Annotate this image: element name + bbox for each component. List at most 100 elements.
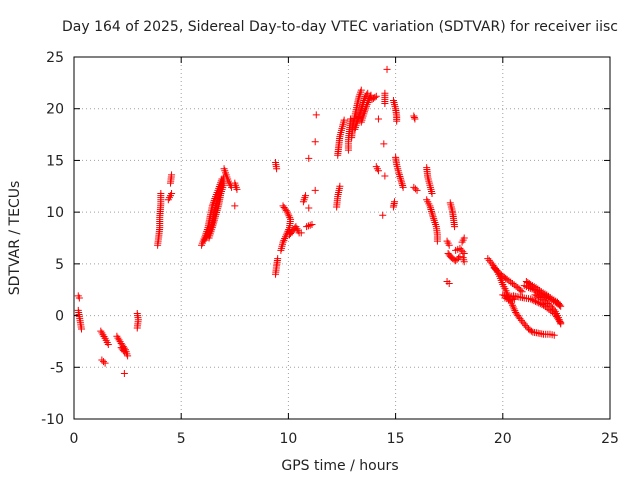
data-point <box>311 186 319 194</box>
y-tick-label: 15 <box>46 153 64 169</box>
data-point <box>391 198 399 206</box>
data-point <box>536 294 544 302</box>
data-point <box>557 320 565 328</box>
data-point <box>457 246 465 254</box>
data-point <box>99 358 107 366</box>
y-tick-label: -5 <box>50 360 64 376</box>
data-point <box>429 211 437 219</box>
data-point <box>460 258 468 266</box>
data-point <box>550 306 558 314</box>
data-point <box>100 333 108 341</box>
axis-ticks: 0 5 10 15 20 25 -10 -5 0 5 10 15 20 25 <box>41 50 619 447</box>
data-point <box>527 295 535 303</box>
data-point <box>522 322 530 330</box>
data-point <box>399 183 407 191</box>
x-tick-label: 5 <box>177 431 186 447</box>
data-point <box>543 291 551 299</box>
data-point <box>114 334 122 342</box>
y-axis-label: SDTVAR / TECUs <box>7 181 23 296</box>
data-point <box>305 154 313 162</box>
data-point <box>542 298 550 306</box>
data-point <box>548 304 556 312</box>
data-point <box>460 250 468 258</box>
data-point <box>530 283 538 291</box>
data-point <box>308 221 316 229</box>
x-axis-label: GPS time / hours <box>281 458 398 474</box>
data-point <box>399 182 407 190</box>
data-point <box>411 115 419 123</box>
data-point <box>503 295 511 303</box>
data-point <box>532 284 540 292</box>
data-point <box>374 167 382 175</box>
data-point <box>485 256 493 264</box>
data-point <box>279 238 287 246</box>
data-point <box>104 341 112 349</box>
data-point <box>411 185 419 193</box>
data-point <box>303 223 311 231</box>
data-point <box>364 99 372 107</box>
data-point <box>305 204 313 212</box>
x-tick-label: 10 <box>279 431 297 447</box>
data-point <box>99 331 107 339</box>
data-point <box>460 234 468 242</box>
data-point <box>413 186 421 194</box>
data-point <box>285 212 293 220</box>
data-point <box>540 297 548 305</box>
data-point <box>410 112 418 120</box>
data-point <box>433 237 441 245</box>
data-point <box>273 165 281 173</box>
x-tick-label: 20 <box>494 431 512 447</box>
data-point <box>456 244 464 252</box>
data-point <box>410 183 418 191</box>
data-point <box>312 111 320 119</box>
data-point <box>503 275 511 283</box>
data-point <box>430 215 438 223</box>
data-point <box>395 171 403 179</box>
data-point <box>505 277 513 285</box>
data-point <box>365 97 373 105</box>
data-point <box>133 324 141 332</box>
data-point <box>426 202 434 210</box>
data-point <box>428 190 436 198</box>
data-point <box>459 248 467 256</box>
chart-title: Day 164 of 2025, Sidereal Day-to-day VTE… <box>62 19 618 35</box>
x-tick-label: 0 <box>70 431 79 447</box>
data-point <box>451 223 459 231</box>
data-point <box>297 229 305 237</box>
data-point <box>426 204 434 212</box>
data-point <box>510 305 518 313</box>
data-point <box>445 241 453 249</box>
data-point <box>536 286 544 294</box>
data-point <box>520 320 528 328</box>
data-point <box>534 285 542 293</box>
data-point <box>397 176 405 184</box>
data-point <box>304 222 312 230</box>
x-tick-label: 25 <box>601 431 619 447</box>
data-point <box>545 301 553 309</box>
data-point <box>124 352 132 360</box>
data-point <box>550 296 558 304</box>
data-point <box>545 292 553 300</box>
data-point <box>97 327 105 335</box>
data-point <box>547 302 555 310</box>
data-point <box>374 115 382 123</box>
data-point <box>281 233 289 241</box>
data-point <box>533 292 541 300</box>
data-point <box>429 213 437 221</box>
y-tick-label: 20 <box>46 102 64 118</box>
data-point <box>396 174 404 182</box>
y-tick-label: 10 <box>46 205 64 221</box>
data-point <box>306 221 314 229</box>
data-point <box>357 86 365 94</box>
data-point <box>381 89 389 97</box>
data-point <box>168 171 176 179</box>
data-point <box>371 93 379 101</box>
data-point <box>535 293 543 301</box>
data-point <box>548 295 556 303</box>
data-point <box>340 116 348 124</box>
data-point <box>120 348 128 356</box>
y-tick-label: 0 <box>55 309 64 325</box>
data-point <box>157 190 165 198</box>
data-point <box>516 315 524 323</box>
